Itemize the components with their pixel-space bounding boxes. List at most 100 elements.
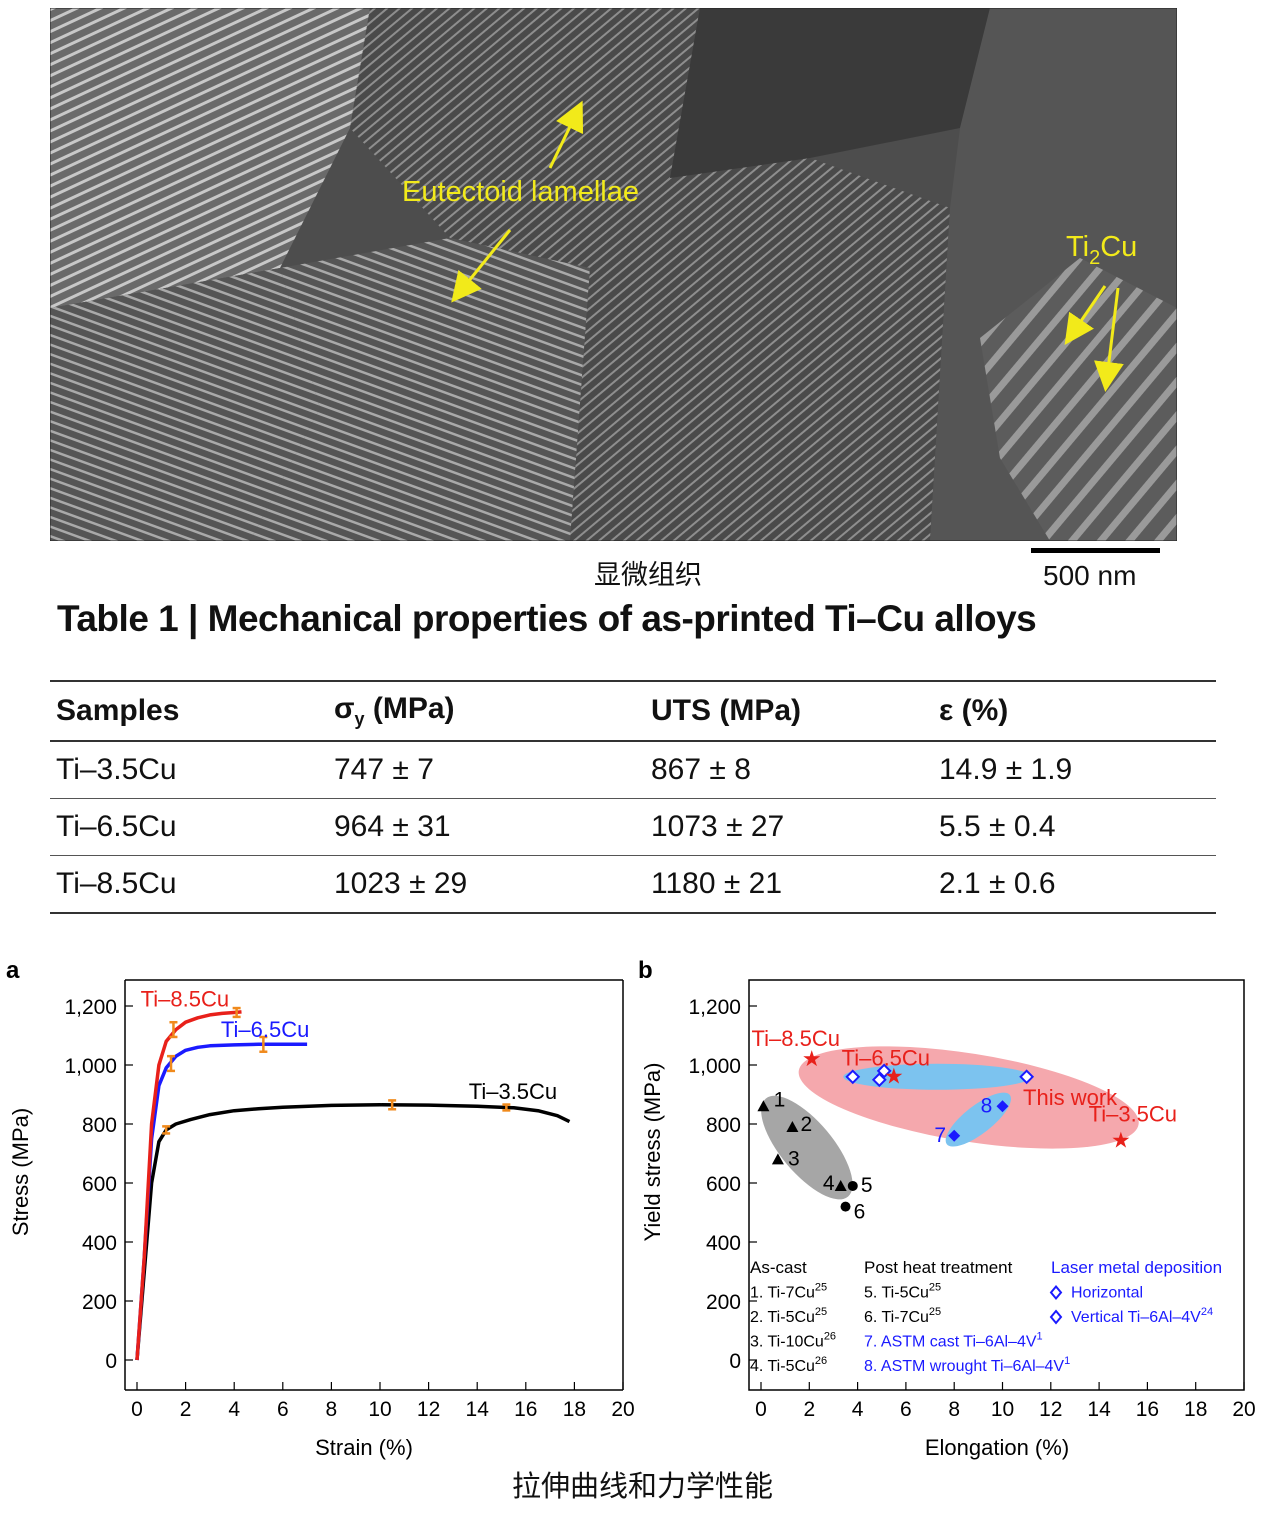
cell-elongation: 5.5 ± 0.4 bbox=[933, 798, 1216, 856]
ti2cu-label: Ti2Cu bbox=[1066, 231, 1137, 269]
point-number-label: 3 bbox=[788, 1147, 800, 1170]
as-cast-point bbox=[786, 1120, 799, 1132]
plot-frame bbox=[748, 979, 1245, 1391]
legend-entry: 7. ASTM cast Ti–6Al–4V1 bbox=[864, 1331, 1043, 1351]
cell-sample: Ti–3.5Cu bbox=[50, 741, 328, 799]
point-number-label: 2 bbox=[801, 1113, 813, 1136]
series-line bbox=[135, 1010, 242, 1361]
y-tick-label: 0 bbox=[105, 1350, 117, 1373]
y-tick-label: 400 bbox=[82, 1232, 117, 1255]
lmd-point bbox=[871, 1072, 887, 1088]
x-tick-label: 4 bbox=[852, 1398, 864, 1421]
lmd-point bbox=[1019, 1069, 1035, 1085]
y-axis-label: Stress (MPa) bbox=[8, 1108, 33, 1236]
legend-title-as-cast: As-cast bbox=[750, 1258, 807, 1277]
point-number-label: 4 bbox=[823, 1172, 835, 1195]
x-tick-label: 8 bbox=[948, 1398, 960, 1421]
x-tick-label: 12 bbox=[417, 1398, 440, 1421]
mechanical-properties-table: Samples σy (MPa) UTS (MPa) ε (%) Ti–3.5C… bbox=[50, 680, 1216, 914]
scale-bar-label: 500 nm bbox=[1043, 560, 1137, 591]
eutectoid-lamellae-label: Eutectoid lamellae bbox=[402, 176, 639, 208]
x-tick-label: 12 bbox=[1039, 1398, 1062, 1421]
x-tick-label: 20 bbox=[611, 1398, 634, 1421]
x-tick-label: 0 bbox=[131, 1398, 143, 1421]
y-axis-label: Yield stress (MPa) bbox=[640, 1063, 665, 1242]
header-elongation: ε (%) bbox=[933, 680, 1216, 742]
x-axis-label: Elongation (%) bbox=[925, 1435, 1069, 1460]
x-tick-label: 14 bbox=[1087, 1398, 1111, 1421]
heat-treated-point bbox=[847, 1180, 858, 1191]
y-tick-label: 600 bbox=[82, 1173, 117, 1196]
point-number-label: 6 bbox=[854, 1201, 866, 1224]
x-tick-label: 20 bbox=[1232, 1398, 1255, 1421]
x-tick-label: 2 bbox=[180, 1398, 192, 1421]
y-tick-label: 800 bbox=[706, 1114, 741, 1137]
cell-yield: 747 ± 7 bbox=[328, 741, 645, 799]
series-label: Ti–3.5Cu bbox=[469, 1079, 557, 1104]
y-tick-label: 1,200 bbox=[688, 996, 741, 1019]
legend-entry: Vertical Ti–6Al–4V24 bbox=[1071, 1306, 1213, 1326]
legend-entry: 6. Ti-7Cu25 bbox=[864, 1306, 941, 1326]
stress-strain-chart: a 0 2 4 6 8 10 12 14 16 18 2002004006008001,0001,2… bbox=[6, 957, 635, 1460]
star-marker: ★ bbox=[884, 1064, 904, 1089]
cell-uts: 1073 ± 27 bbox=[645, 798, 933, 856]
as-cast-point bbox=[757, 1100, 770, 1112]
series-label: Ti–6.5Cu bbox=[221, 1017, 309, 1042]
y-tick-label: 1,200 bbox=[64, 996, 117, 1019]
lmd-point bbox=[876, 1063, 892, 1079]
cell-sample: Ti–6.5Cu bbox=[50, 798, 328, 856]
alloy-label: Ti–6.5Cu bbox=[842, 1046, 930, 1071]
x-tick-label: 14 bbox=[466, 1398, 490, 1421]
this-work-label: This work bbox=[1023, 1085, 1118, 1110]
y-tick-label: 1,000 bbox=[688, 1055, 741, 1078]
y-tick-label: 400 bbox=[706, 1232, 741, 1255]
cell-elongation: 14.9 ± 1.9 bbox=[933, 741, 1216, 799]
legend-entry: 4. Ti-5Cu26 bbox=[750, 1355, 827, 1375]
star-marker: ★ bbox=[802, 1046, 822, 1071]
table-row: Ti–8.5Cu 1023 ± 29 1180 ± 21 2.1 ± 0.6 bbox=[50, 855, 1216, 914]
x-tick-label: 10 bbox=[991, 1398, 1014, 1421]
figure-caption: 拉伸曲线和力学性能 bbox=[512, 1469, 774, 1503]
micrograph-caption: 显微组织 bbox=[594, 560, 702, 591]
y-tick-label: 800 bbox=[82, 1114, 117, 1137]
series-label: Ti–8.5Cu bbox=[141, 987, 229, 1012]
cell-elongation: 2.1 ± 0.6 bbox=[933, 855, 1216, 914]
cell-uts: 1180 ± 21 bbox=[645, 855, 933, 914]
cell-yield: 964 ± 31 bbox=[328, 798, 645, 856]
x-tick-label: 18 bbox=[563, 1398, 586, 1421]
sem-micrograph: Eutectoid lamellae Ti2Cu bbox=[50, 8, 1177, 541]
panel-label-b: b bbox=[638, 957, 653, 984]
x-tick-label: 0 bbox=[755, 1398, 767, 1421]
y-tick-label: 200 bbox=[82, 1291, 117, 1314]
y-tick-label: 600 bbox=[706, 1173, 741, 1196]
legend-title-lmd: Laser metal deposition bbox=[1051, 1258, 1222, 1277]
star-marker: ★ bbox=[1111, 1128, 1131, 1153]
x-axis-label: Strain (%) bbox=[315, 1435, 413, 1460]
heat-treated-point bbox=[840, 1201, 851, 1212]
astm-region bbox=[945, 1092, 1012, 1147]
astm-point bbox=[948, 1129, 961, 1142]
x-tick-label: 10 bbox=[368, 1398, 391, 1421]
y-tick-label: 200 bbox=[706, 1291, 741, 1314]
x-tick-label: 6 bbox=[900, 1398, 912, 1421]
astm-point bbox=[996, 1100, 1009, 1113]
x-tick-label: 8 bbox=[326, 1398, 338, 1421]
point-number-label: 5 bbox=[861, 1174, 873, 1197]
x-tick-label: 16 bbox=[1136, 1398, 1159, 1421]
header-samples: Samples bbox=[50, 680, 328, 742]
table-row: Ti–6.5Cu 964 ± 31 1073 ± 27 5.5 ± 0.4 bbox=[50, 798, 1216, 856]
legend-entry: 8. ASTM wrought Ti–6Al–4V1 bbox=[864, 1355, 1070, 1375]
y-tick-label: 0 bbox=[729, 1350, 741, 1373]
x-tick-label: 2 bbox=[803, 1398, 815, 1421]
legend-diamond-icon bbox=[1049, 1284, 1063, 1301]
table-header-row: Samples σy (MPa) UTS (MPa) ε (%) bbox=[50, 680, 1216, 742]
table-title: Table 1 | Mechanical properties of as-pr… bbox=[57, 598, 1037, 639]
alloy-label: Ti–3.5Cu bbox=[1089, 1102, 1177, 1127]
cell-sample: Ti–8.5Cu bbox=[50, 855, 328, 914]
legend-entry: 1. Ti-7Cu25 bbox=[750, 1282, 827, 1302]
x-tick-label: 4 bbox=[228, 1398, 240, 1421]
table-row: Ti–3.5Cu 747 ± 7 867 ± 8 14.9 ± 1.9 bbox=[50, 741, 1216, 799]
panel-label-a: a bbox=[6, 957, 20, 984]
x-tick-label: 16 bbox=[514, 1398, 537, 1421]
x-tick-label: 18 bbox=[1184, 1398, 1207, 1421]
